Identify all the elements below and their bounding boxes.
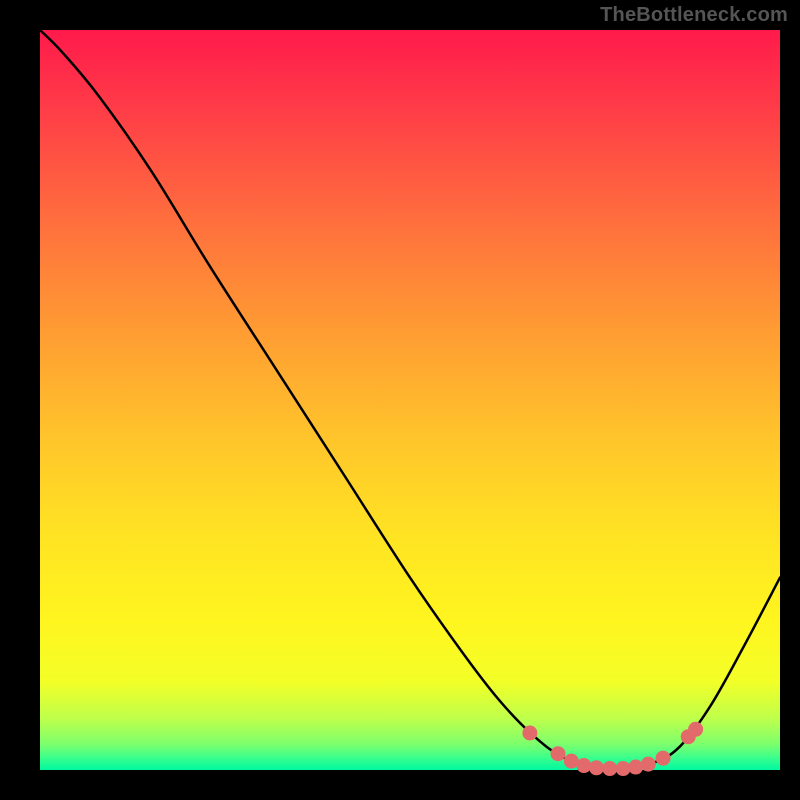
highlight-marker xyxy=(522,726,537,741)
highlight-marker xyxy=(628,760,643,775)
highlight-marker xyxy=(688,722,703,737)
highlight-marker xyxy=(602,761,617,776)
bottleneck-chart xyxy=(0,0,800,800)
highlight-marker xyxy=(551,746,566,761)
highlight-marker xyxy=(641,757,656,772)
highlight-marker xyxy=(576,758,591,773)
gradient-background xyxy=(40,30,780,770)
highlight-marker xyxy=(656,751,671,766)
highlight-marker xyxy=(589,760,604,775)
watermark-text: TheBottleneck.com xyxy=(600,4,788,27)
